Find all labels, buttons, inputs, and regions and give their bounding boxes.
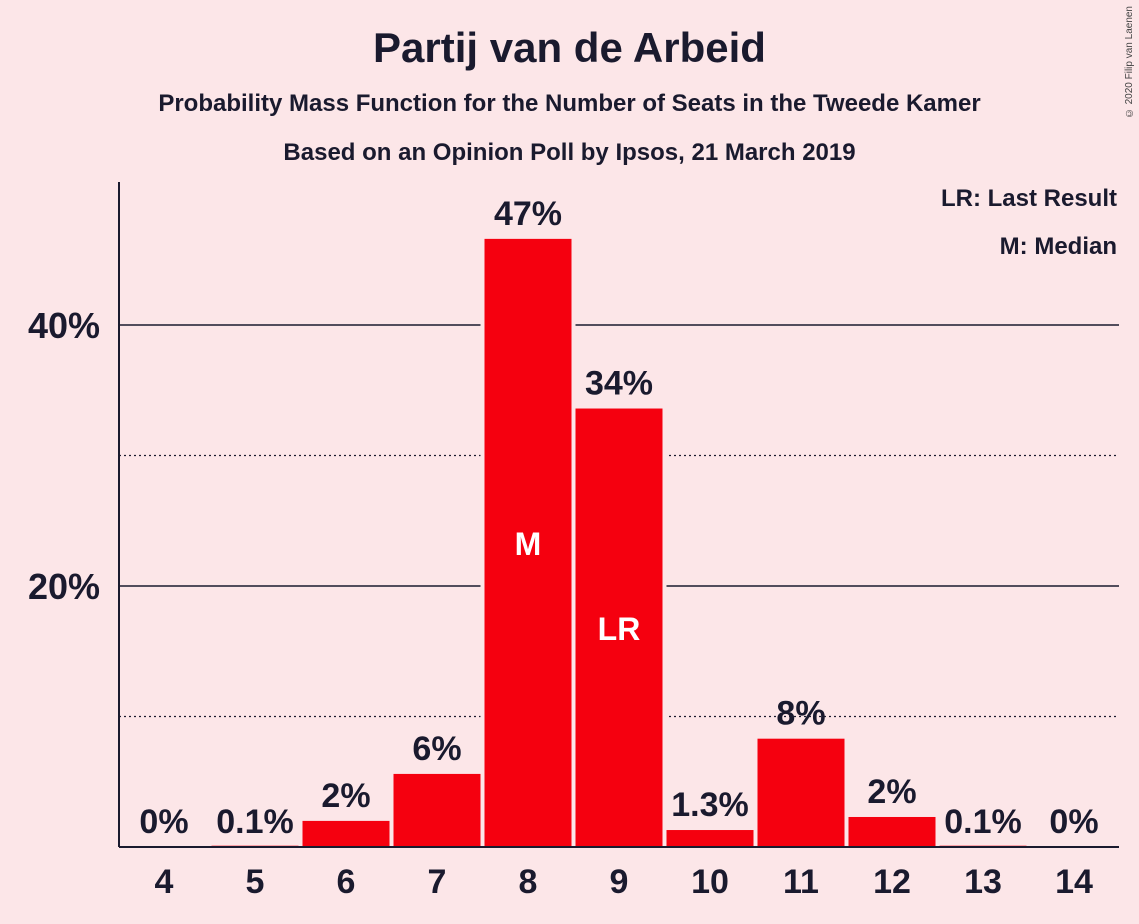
bar-value-label: 2% bbox=[867, 773, 916, 811]
legend-median: M: Median bbox=[999, 233, 1117, 260]
bar bbox=[666, 830, 754, 847]
x-tick-label: 4 bbox=[155, 863, 174, 901]
bar bbox=[575, 408, 663, 847]
x-tick-label: 7 bbox=[428, 863, 447, 901]
x-tick-label: 5 bbox=[246, 863, 265, 901]
x-tick-label: 14 bbox=[1055, 863, 1093, 901]
bar-value-label: 8% bbox=[776, 695, 825, 733]
bar-value-label: 1.3% bbox=[671, 786, 749, 824]
bar bbox=[302, 820, 390, 847]
bar bbox=[757, 738, 845, 847]
bar-value-label: 0% bbox=[1049, 803, 1098, 841]
x-tick-label: 6 bbox=[337, 863, 356, 901]
bar-value-label: 47% bbox=[494, 195, 562, 233]
bar-halo bbox=[935, 841, 1031, 847]
median-marker: M bbox=[515, 526, 542, 562]
y-tick-label: 20% bbox=[28, 566, 100, 607]
x-tick-label: 11 bbox=[783, 863, 819, 901]
chart-subtitle: Probability Mass Function for the Number… bbox=[158, 90, 981, 117]
y-tick-label: 40% bbox=[28, 305, 100, 346]
chart-subtitle-source: Based on an Opinion Poll by Ipsos, 21 Ma… bbox=[283, 139, 856, 166]
x-tick-label: 13 bbox=[964, 863, 1002, 901]
legend-last-result: LR: Last Result bbox=[940, 185, 1117, 212]
x-tick-label: 9 bbox=[610, 863, 629, 901]
bar-value-label: 0.1% bbox=[944, 803, 1022, 841]
last-result-marker: LR bbox=[598, 611, 641, 647]
bar-value-label: 6% bbox=[412, 730, 461, 768]
x-tick-label: 8 bbox=[519, 863, 538, 901]
bar bbox=[848, 816, 936, 847]
x-tick-label: 10 bbox=[691, 863, 729, 901]
bar-value-label: 0.1% bbox=[216, 803, 294, 841]
x-tick-label: 12 bbox=[873, 863, 911, 901]
chart-title: Partij van de Arbeid bbox=[373, 24, 766, 71]
bar-value-label: 2% bbox=[321, 777, 370, 815]
bar bbox=[393, 773, 481, 847]
bar-halo bbox=[207, 841, 303, 847]
bar-value-label: 0% bbox=[139, 803, 188, 841]
bar bbox=[484, 238, 572, 847]
bar-value-label: 34% bbox=[585, 365, 653, 403]
